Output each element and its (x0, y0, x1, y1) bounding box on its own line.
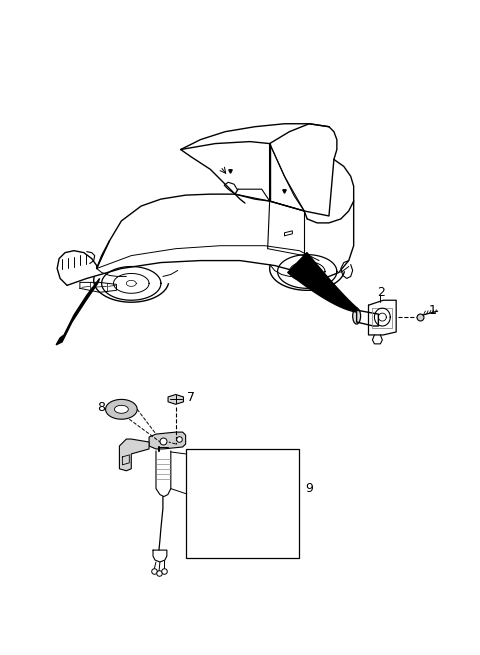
Polygon shape (120, 439, 149, 471)
Polygon shape (114, 405, 128, 413)
Text: 7: 7 (187, 391, 194, 404)
Text: 1: 1 (429, 304, 437, 316)
Text: 2: 2 (377, 286, 385, 299)
Text: 9: 9 (305, 482, 313, 495)
Ellipse shape (353, 308, 360, 324)
Polygon shape (106, 400, 137, 419)
Text: 8: 8 (97, 401, 106, 414)
Bar (186, 449, 300, 558)
Polygon shape (288, 253, 358, 312)
Polygon shape (56, 278, 100, 345)
Polygon shape (168, 394, 183, 404)
Polygon shape (149, 432, 186, 449)
